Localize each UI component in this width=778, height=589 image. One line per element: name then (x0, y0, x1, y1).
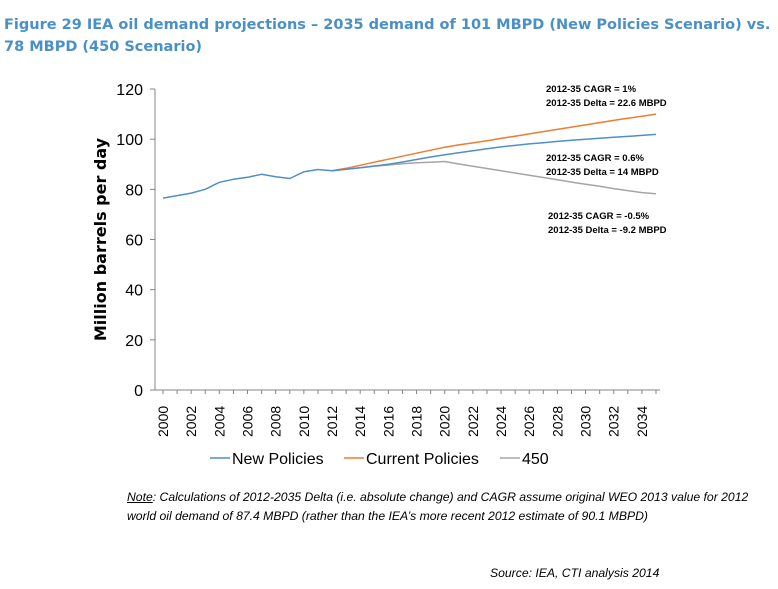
y-tick-label: 120 (116, 82, 143, 99)
x-tick-label: 2020 (437, 406, 453, 437)
x-tick-label: 2030 (578, 406, 594, 437)
x-tick-label: 2008 (268, 406, 284, 437)
x-tick-label: 2034 (634, 406, 650, 437)
x-tick-label: 2022 (465, 406, 481, 437)
x-tick-label: 2024 (493, 406, 509, 437)
annotation-cagr: 2012-35 CAGR = 0.6% (546, 153, 645, 164)
annotation-cagr: 2012-35 CAGR = 1% (546, 84, 637, 95)
y-tick-label: 40 (125, 283, 143, 300)
y-tick-label: 80 (125, 182, 143, 199)
source-credit: Source: IEA, CTI analysis 2014 (490, 566, 660, 580)
x-tick-label: 2032 (606, 406, 622, 437)
x-tick-label: 2014 (352, 406, 368, 437)
y-tick-label: 60 (125, 233, 143, 250)
x-tick-label: 2012 (324, 406, 340, 437)
x-tick-label: 2000 (155, 406, 171, 437)
x-tick-label: 2010 (296, 406, 312, 437)
chart-axes: Million barrels per day (91, 89, 660, 391)
x-tick-label: 2028 (549, 406, 565, 437)
y-tick-label: 0 (134, 383, 143, 400)
legend-label: 450 (522, 451, 549, 468)
chart-ticks: 0 20 40 60 80 100 120 2000 2002 2004 2006 2008 2010 2… (116, 82, 657, 437)
annotation-delta: 2012-35 Delta = 14 MBPD (546, 167, 659, 178)
annotation-cagr: 2012-35 CAGR = -0.5% (548, 211, 650, 222)
x-tick-label: 2026 (521, 406, 537, 437)
x-tick-label: 2002 (183, 406, 199, 437)
figure-title: Figure 29 IEA oil demand projections – 2… (4, 17, 771, 55)
y-tick-label: 100 (116, 132, 143, 149)
footnote-text: : Calculations of 2012-2035 Delta (i.e. … (127, 490, 749, 523)
line-chart: Million barrels per day 0 20 40 60 80 100 120 2… (91, 82, 667, 468)
x-tick-label: 2006 (240, 406, 256, 437)
series-line-new-policies (162, 133, 657, 199)
footnote-label: Note (127, 490, 153, 504)
footnote: Note: Calculations of 2012-2035 Delta (i… (127, 488, 767, 526)
legend-label: Current Policies (366, 451, 479, 468)
x-tick-label: 2018 (409, 406, 425, 437)
legend-label: New Policies (232, 451, 324, 468)
chart-legend: New Policies Current Policies 450 (210, 451, 549, 468)
series-line-current-policies (331, 113, 657, 172)
y-tick-label: 20 (125, 333, 143, 350)
x-tick-label: 2004 (211, 406, 227, 437)
chart-series (162, 113, 657, 199)
annotation-delta: 2012-35 Delta = 22.6 MBPD (546, 98, 667, 109)
y-axis-title: Million barrels per day (91, 137, 110, 341)
annotation-delta: 2012-35 Delta = -9.2 MBPD (548, 225, 667, 236)
x-tick-label: 2016 (380, 406, 396, 437)
chart-annotations: 2012-35 CAGR = 1% 2012-35 Delta = 22.6 MB… (546, 84, 667, 236)
